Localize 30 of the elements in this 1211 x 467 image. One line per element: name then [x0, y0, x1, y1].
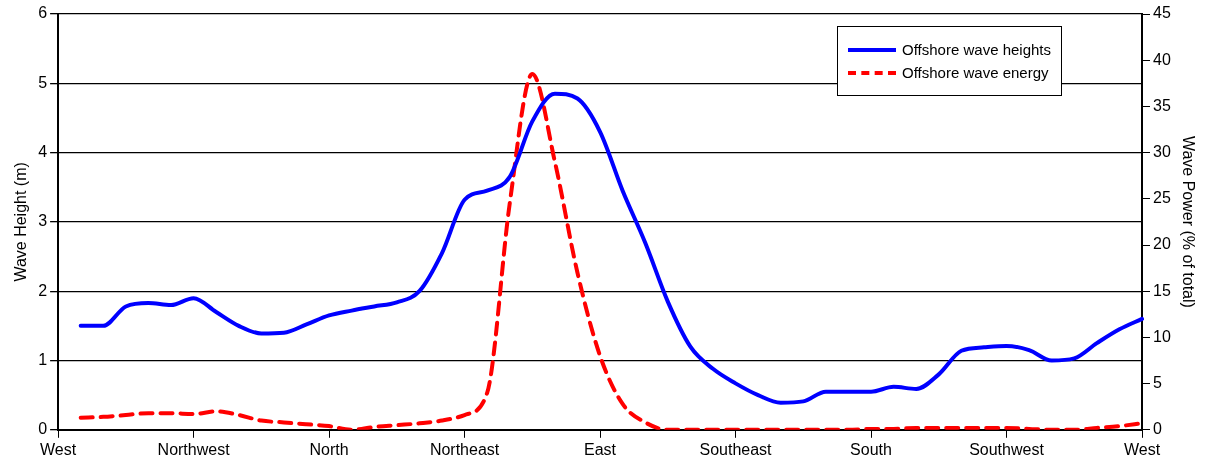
y-tick-label: 2: [38, 281, 48, 299]
y2-tick-label: 10: [1153, 327, 1171, 345]
x-tick-label: Southeast: [699, 440, 773, 458]
x-tick-label: Northeast: [429, 440, 500, 458]
y-tick-label: 0: [38, 420, 48, 438]
legend-label: Offshore wave energy: [902, 64, 1049, 81]
y2-tick-label: 25: [1153, 189, 1171, 207]
y-tick-label: 6: [38, 4, 48, 22]
y2-tick-label: 15: [1153, 281, 1171, 299]
x-tick-label: North: [309, 440, 349, 458]
x-tick-label: South: [850, 440, 892, 458]
y-tick-label: 4: [38, 143, 48, 161]
x-tick-label: East: [584, 440, 617, 458]
legend-label: Offshore wave heights: [902, 41, 1052, 58]
y-axis-title: Wave Height (m): [12, 162, 30, 282]
y-tick-label: 1: [38, 350, 48, 368]
x-tick-label: West: [1123, 440, 1161, 458]
y2-axis-title: Wave Power (% of total): [1179, 135, 1197, 308]
y2-tick-label: 40: [1153, 50, 1171, 68]
y2-tick-label: 5: [1153, 374, 1162, 392]
y2-tick-label: 20: [1153, 235, 1171, 253]
y2-tick-label: 45: [1153, 4, 1171, 22]
x-tick-label: Southwest: [969, 440, 1045, 458]
y2-tick-label: 0: [1153, 420, 1162, 438]
x-tick-label: Northwest: [157, 440, 231, 458]
y-tick-label: 5: [38, 73, 48, 91]
y2-tick-label: 35: [1153, 96, 1171, 114]
y-tick-label: 3: [38, 212, 48, 230]
x-tick-label: West: [40, 440, 77, 458]
y2-tick-label: 30: [1153, 143, 1171, 161]
